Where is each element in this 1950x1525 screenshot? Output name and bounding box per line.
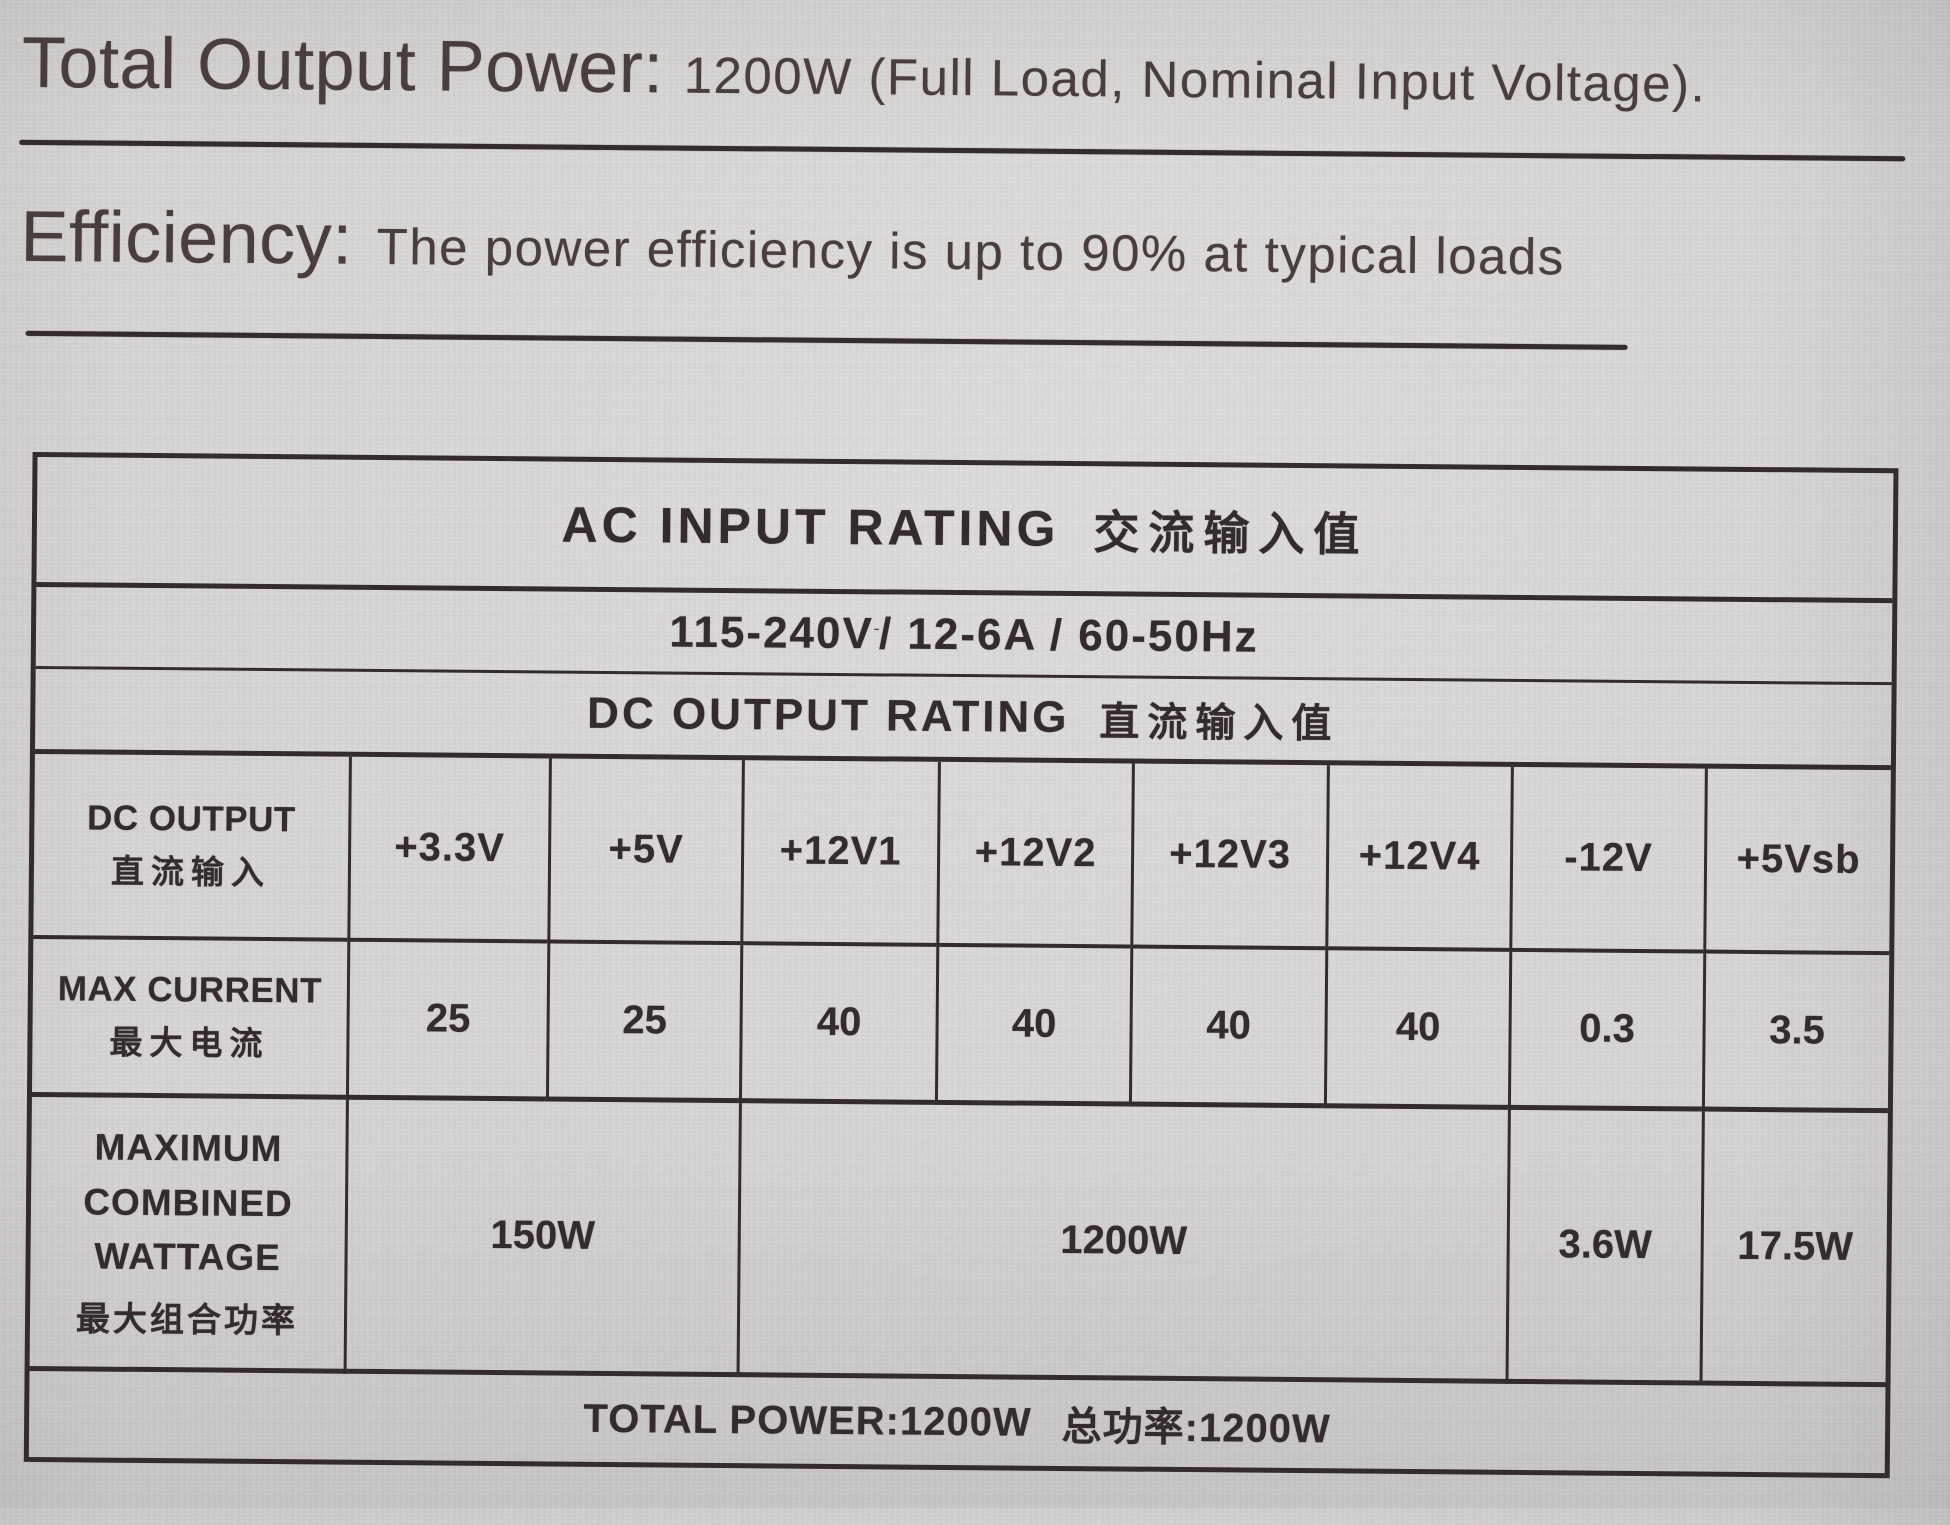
rail-label: +3.3V xyxy=(394,825,506,871)
combined-wattage-value: 150W xyxy=(490,1212,596,1258)
max-current-value-cell: 25 xyxy=(345,941,548,1102)
rail-header-cell: +12V3 xyxy=(1130,763,1327,951)
dc-output-label-zh: 直流输入 xyxy=(110,852,272,891)
total-output-power-value: 1200W (Full Load, Nominal Input Voltage)… xyxy=(683,46,1707,113)
total-output-power-heading: Total Output Power: 1200W (Full Load, No… xyxy=(22,22,1707,119)
max-current-value: 25 xyxy=(425,996,471,1041)
max-current-value: 0.3 xyxy=(1579,1006,1636,1051)
max-current-label-cell: MAX CURRENT 最大电流 xyxy=(31,938,348,1100)
rail-header-cell: +5V xyxy=(547,758,742,946)
rating-table: AC INPUT RATING 交流输入值 115-240V ~ / 12-6A… xyxy=(23,451,1899,1479)
rail-label: +12V3 xyxy=(1169,831,1292,877)
rail-label: -12V xyxy=(1564,835,1654,881)
combined-wattage-value: 1200W xyxy=(1060,1217,1188,1264)
max-current-value: 3.5 xyxy=(1769,1008,1826,1053)
total-power-row: TOTAL POWER:1200W 总功率:1200W xyxy=(29,1371,1886,1473)
max-current-value-cell: 40 xyxy=(934,946,1131,1107)
combined-wattage-label-line3: WATTAGE xyxy=(94,1235,281,1279)
max-current-value: 40 xyxy=(1206,1003,1252,1048)
combined-wattage-label-zh: 最大组合功率 xyxy=(75,1300,299,1341)
combined-wattage-value-cell: 150W xyxy=(343,1099,739,1378)
max-current-value-cell: 40 xyxy=(1128,948,1326,1109)
efficiency-label: Efficiency: xyxy=(20,196,354,280)
combined-wattage-label-line2: COMBINED xyxy=(83,1181,293,1224)
max-current-value-cell: 40 xyxy=(1323,950,1510,1110)
rail-header-cell: +3.3V xyxy=(347,756,549,944)
rail-header-cell: +12V4 xyxy=(1325,765,1511,952)
rail-label: +12V4 xyxy=(1358,833,1481,879)
combined-wattage-label-line1: MAXIMUM xyxy=(94,1126,283,1169)
combined-wattage-value-cell: 1200W xyxy=(736,1103,1508,1384)
dc-output-rating-row: DC OUTPUT RATING 直流输入值 xyxy=(34,668,1892,771)
max-current-value: 40 xyxy=(1011,1001,1057,1046)
rail-header-cell: +12V1 xyxy=(740,760,938,947)
divider-rule-efficiency xyxy=(25,330,1628,350)
dc-output-rating-title-zh: 直流输入值 xyxy=(1099,700,1340,747)
max-current-value: 25 xyxy=(622,998,668,1043)
combined-wattage-value-cell: 3.6W xyxy=(1505,1109,1702,1386)
dc-output-label-en: DC OUTPUT xyxy=(86,797,296,839)
ac-input-rating-title-zh: 交流输入值 xyxy=(1093,505,1369,561)
dc-output-rating-title-en: DC OUTPUT RATING xyxy=(586,688,1070,743)
rail-label: +5V xyxy=(608,826,684,872)
rail-header-cell: -12V xyxy=(1509,766,1705,954)
ac-input-current-frequency: / 12-6A / 60-50Hz xyxy=(878,608,1259,662)
max-current-value-cell: 0.3 xyxy=(1507,951,1704,1112)
efficiency-value: The power efficiency is up to 90% at typ… xyxy=(376,217,1566,286)
max-current-value-cell: 3.5 xyxy=(1701,953,1890,1114)
ac-input-rating-title-en: AC INPUT RATING xyxy=(561,496,1060,557)
combined-wattage-value-cell: 17.5W xyxy=(1699,1111,1888,1388)
max-current-label-en: MAX CURRENT xyxy=(57,968,323,1010)
max-current-value: 40 xyxy=(816,999,862,1045)
combined-wattage-value: 3.6W xyxy=(1558,1222,1653,1268)
rail-label: +5Vsb xyxy=(1736,836,1861,882)
dc-output-label-cell: DC OUTPUT 直流输入 xyxy=(33,753,349,942)
total-power-text-en: TOTAL POWER:1200W xyxy=(583,1396,1032,1445)
total-power-text-zh: 总功率:1200W xyxy=(1061,1404,1331,1452)
max-current-label-zh: 最大电流 xyxy=(109,1023,270,1062)
max-current-value: 40 xyxy=(1395,1004,1441,1050)
efficiency-heading: Efficiency: The power efficiency is up t… xyxy=(20,196,1565,291)
combined-wattage-label-cell: MAXIMUM COMBINED WATTAGE 最大组合功率 xyxy=(29,1096,346,1374)
ac-tilde-symbol: ~ xyxy=(873,623,880,635)
max-current-value-cell: 25 xyxy=(545,943,741,1104)
total-output-power-label: Total Output Power: xyxy=(21,22,665,109)
max-current-value-cell: 40 xyxy=(738,945,937,1105)
ac-input-voltage: 115-240V xyxy=(669,607,875,658)
divider-rule-top xyxy=(19,139,1906,162)
rail-header-cell: +5Vsb xyxy=(1703,768,1891,956)
rail-label: +12V2 xyxy=(974,830,1097,876)
rail-label: +12V1 xyxy=(779,828,902,874)
rail-header-cell: +12V2 xyxy=(936,761,1132,949)
combined-wattage-value: 17.5W xyxy=(1737,1223,1854,1269)
ac-input-rating-row: AC INPUT RATING 交流输入值 xyxy=(36,456,1894,604)
